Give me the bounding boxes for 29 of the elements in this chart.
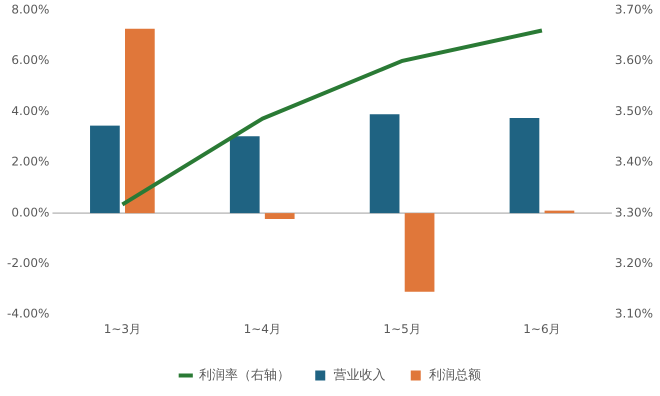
legend-label: 利润率（右轴） bbox=[198, 366, 290, 383]
y2-tick-label: 3.70% bbox=[614, 2, 654, 16]
y-tick-label: 2.00% bbox=[11, 154, 50, 169]
x-tick-label: 1~3月 bbox=[104, 322, 142, 336]
y2-tick-label: 3.50% bbox=[614, 104, 654, 118]
y-tick-label: 4.00% bbox=[11, 104, 50, 118]
y-tick-label: 8.00% bbox=[11, 2, 50, 16]
bar bbox=[544, 210, 574, 214]
y2-tick-label: 3.20% bbox=[614, 256, 654, 270]
bar bbox=[370, 114, 400, 214]
y-tick-label: 6.00% bbox=[11, 53, 50, 68]
y2-tick-label: 3.40% bbox=[614, 154, 654, 169]
bar bbox=[264, 213, 295, 219]
bar bbox=[90, 126, 120, 214]
y2-tick-label: 3.10% bbox=[614, 306, 654, 321]
x-tick-label: 1~5月 bbox=[383, 322, 421, 336]
bar bbox=[404, 213, 434, 292]
y-tick-label: 0.00% bbox=[11, 205, 50, 220]
y-tick-label: -2.00% bbox=[7, 256, 50, 270]
legend-label: 利润总额 bbox=[428, 368, 481, 383]
bar bbox=[125, 28, 155, 214]
y-tick-label: -4.00% bbox=[7, 306, 50, 321]
x-tick-label: 1~6月 bbox=[523, 322, 561, 336]
legend-label: 营业收入 bbox=[333, 368, 386, 383]
y2-tick-label: 3.30% bbox=[614, 205, 654, 220]
x-tick-label: 1~4月 bbox=[244, 322, 281, 336]
bar bbox=[230, 136, 260, 214]
y2-tick-label: 3.60% bbox=[614, 53, 654, 68]
bar bbox=[510, 118, 540, 214]
